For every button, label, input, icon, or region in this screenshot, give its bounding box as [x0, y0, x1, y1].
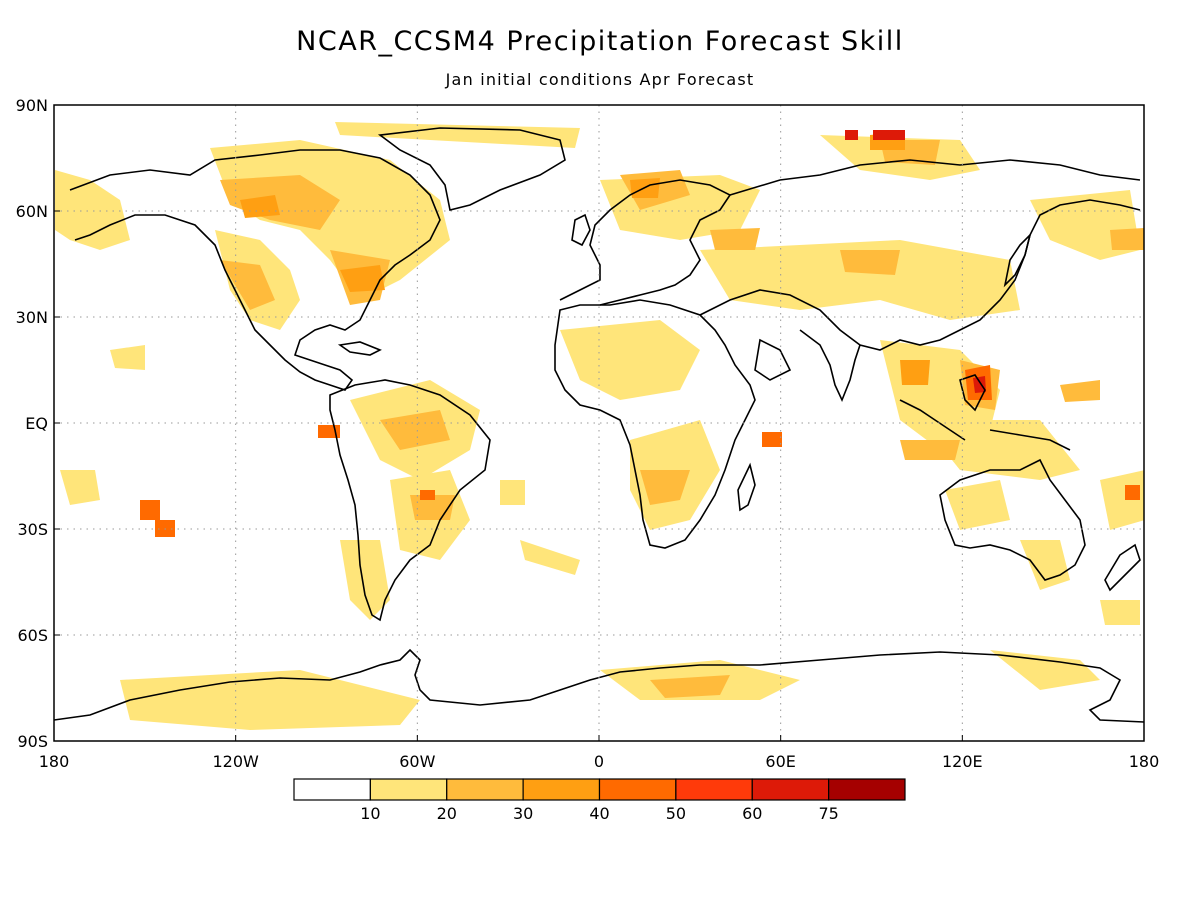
colorbar-swatch [293, 778, 371, 801]
lon-tick-label: 60W [399, 752, 435, 771]
colorbar-label: 30 [513, 804, 533, 823]
lat-tick-label: 90N [16, 96, 48, 115]
lon-tick-label: 180 [39, 752, 70, 771]
chart-title: NCAR_CCSM4 Precipitation Forecast Skill [296, 26, 904, 57]
lon-tick-label: 180 [1129, 752, 1160, 771]
skill-shading [55, 122, 1144, 730]
coastlines [54, 127, 1144, 723]
lat-tick-label: 90S [17, 732, 48, 751]
lat-tick-label: 30N [16, 308, 48, 327]
colorbar-swatch [369, 778, 448, 801]
colorbar-label: 10 [360, 804, 380, 823]
lon-tick-label: 120E [942, 752, 983, 771]
lat-tick-label: EQ [25, 414, 48, 433]
colorbar-label: 60 [742, 804, 762, 823]
lat-tick-label: 60N [16, 202, 48, 221]
colorbar-label: 40 [589, 804, 609, 823]
colorbar-swatch [598, 778, 677, 801]
colorbar-label: 75 [818, 804, 838, 823]
lon-tick-label: 60E [765, 752, 795, 771]
lat-tick-label: 60S [17, 626, 48, 645]
colorbar-swatch [675, 778, 753, 801]
colorbar-label: 50 [666, 804, 686, 823]
lon-tick-label: 120W [212, 752, 259, 771]
colorbar-swatch [446, 778, 524, 801]
colorbar-swatch [828, 778, 906, 801]
lon-tick-label: 0 [594, 752, 604, 771]
colorbar-swatch [522, 778, 601, 801]
colorbar-label: 20 [437, 804, 457, 823]
latitude-axis: 90N 60N 30N EQ 30S 60S 90S [16, 96, 60, 751]
chart-subtitle: Jan initial conditions Apr Forecast [445, 70, 755, 89]
lat-tick-label: 30S [17, 520, 48, 539]
longitude-axis: 180 120W 60W 0 60E 120E 180 [39, 735, 1160, 771]
colorbar-swatch [751, 778, 830, 801]
colorbar: 10 20 30 40 50 60 75 [293, 778, 906, 823]
